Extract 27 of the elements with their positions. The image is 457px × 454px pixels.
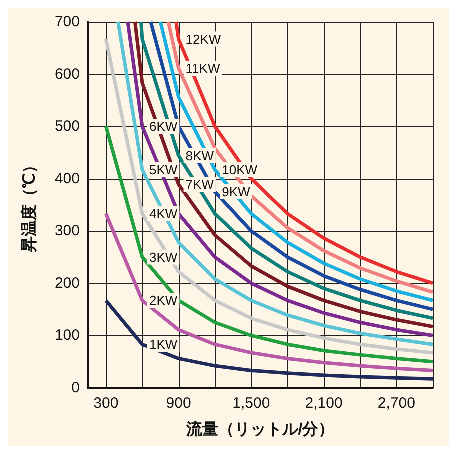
series-label: 3KW [149, 250, 178, 265]
x-tick-label: 2,700 [378, 395, 416, 412]
x-tick-label: 1,500 [232, 395, 270, 412]
y-tick-label: 400 [54, 170, 80, 188]
x-tick-label: 2,100 [305, 395, 343, 412]
series-label: 4KW [149, 206, 178, 222]
series-label: 12KW [186, 32, 222, 47]
series-label: 10KW [222, 162, 258, 178]
x-tick-label: 900 [166, 395, 192, 412]
series-label: 1KW [149, 337, 178, 352]
y-tick-label: 700 [54, 14, 80, 30]
y-tick-label: 100 [54, 327, 80, 344]
series-label: 7KW [186, 177, 215, 192]
x-tick-label: 300 [94, 395, 119, 412]
y-tick-label: 300 [54, 222, 80, 240]
series-label: 8KW [186, 148, 215, 164]
series-label: 5KW [149, 162, 178, 178]
series-label: 6KW [149, 119, 178, 134]
series-label: 11KW [186, 61, 221, 76]
y-tick-label: 200 [54, 274, 80, 292]
y-tick-label: 500 [54, 118, 80, 136]
series-label: 9KW [222, 184, 252, 200]
x-axis-title: 流量（リットル/分） [185, 420, 335, 438]
y-tick-label: 0 [72, 380, 80, 396]
y-tick-label: 600 [54, 66, 80, 83]
series-label: 2KW [149, 293, 178, 308]
y-axis-title: 昇温度（℃） [20, 158, 38, 254]
